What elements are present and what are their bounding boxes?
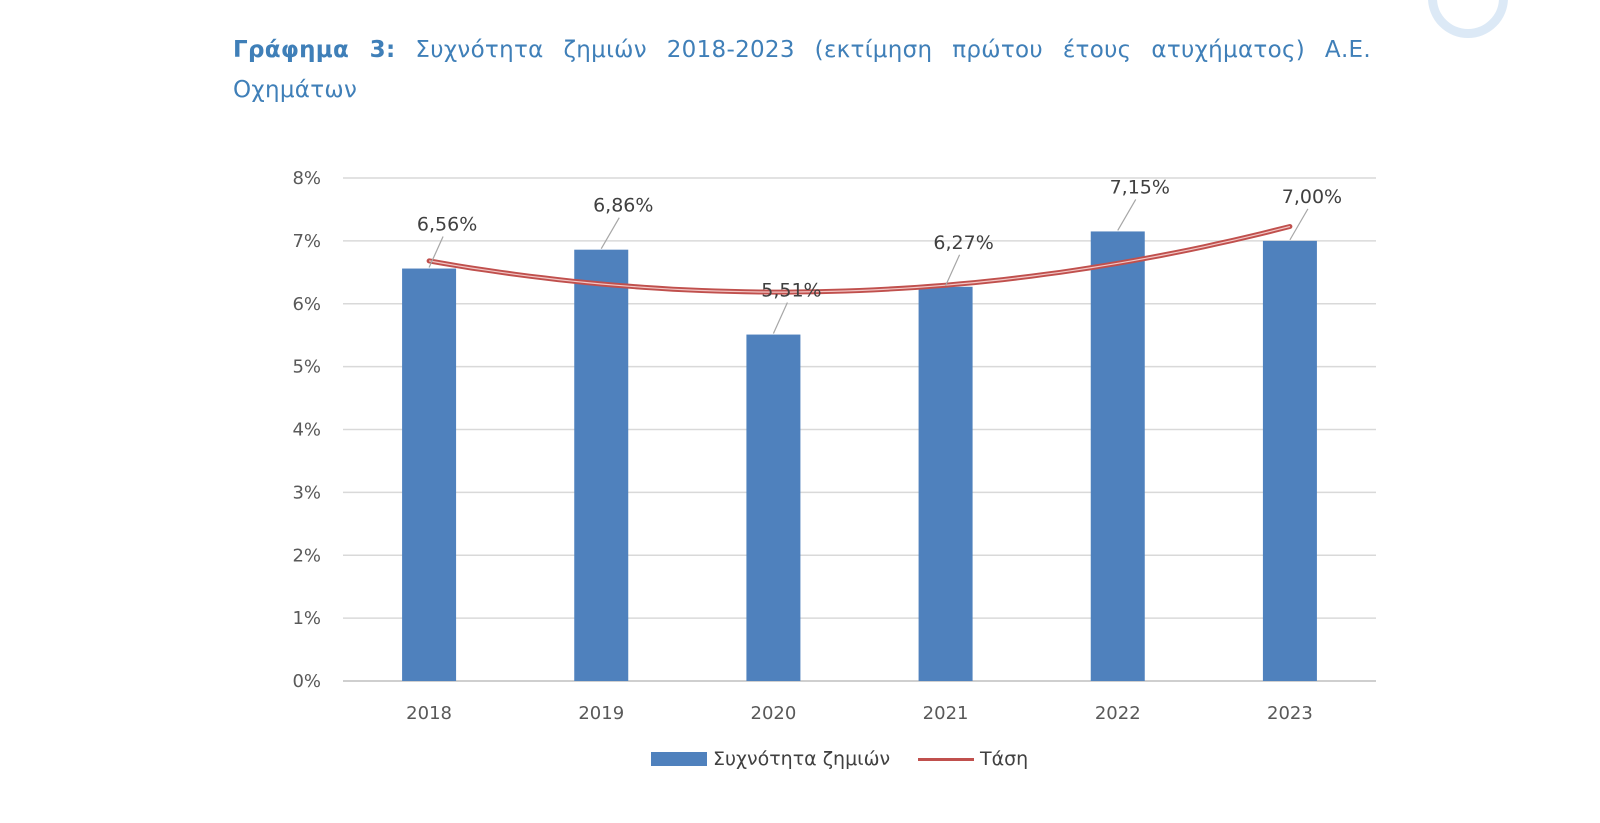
data-label: 7,00% bbox=[1282, 186, 1342, 208]
x-tick-label: 2022 bbox=[1095, 703, 1141, 724]
y-tick-label: 4% bbox=[292, 420, 321, 441]
data-label-leader bbox=[1289, 208, 1309, 241]
legend-trend-label: Τάση bbox=[980, 748, 1029, 770]
x-axis: 2018 2019 2020 2021 2022 2023 bbox=[406, 703, 1313, 724]
bar-2018 bbox=[402, 268, 457, 681]
y-tick-label: 1% bbox=[292, 608, 321, 629]
trend-line-highlight bbox=[428, 225, 1291, 293]
chart-title-text: Συχνότητα ζημιών 2018-2023 (εκτίμηση πρώ… bbox=[233, 37, 1371, 103]
data-label-leader bbox=[1117, 199, 1137, 231]
data-label: 6,56% bbox=[417, 214, 477, 236]
legend-bar-swatch bbox=[651, 752, 707, 766]
x-tick-label: 2023 bbox=[1267, 703, 1313, 724]
bar-2022 bbox=[1090, 231, 1145, 681]
gridlines bbox=[343, 177, 1376, 682]
data-label: 6,27% bbox=[933, 232, 993, 254]
bar-2021 bbox=[918, 286, 973, 681]
legend-item-trend: Τάση bbox=[918, 748, 1028, 770]
x-tick-label: 2020 bbox=[751, 703, 797, 724]
data-label-leader bbox=[772, 302, 788, 334]
x-tick-label: 2021 bbox=[923, 703, 969, 724]
legend-bar-label: Συχνότητα ζημιών bbox=[713, 748, 891, 770]
y-tick-label: 8% bbox=[292, 168, 321, 189]
data-label-leader bbox=[600, 217, 620, 249]
y-tick-label: 0% bbox=[292, 671, 321, 692]
x-tick-label: 2018 bbox=[406, 703, 452, 724]
data-label: 5,51% bbox=[761, 280, 821, 302]
data-labels: 6,56% 6,86% 5,51% 6,27% 7,15% 7,00% bbox=[417, 176, 1342, 334]
chart-title: Γράφημα 3: Συχνότητα ζημιών 2018-2023 (ε… bbox=[233, 30, 1371, 110]
y-tick-label: 2% bbox=[292, 545, 321, 566]
bar-2023 bbox=[1262, 240, 1317, 681]
trend-line-outer bbox=[426, 224, 1293, 295]
x-tick-label: 2019 bbox=[578, 703, 624, 724]
y-tick-label: 7% bbox=[292, 231, 321, 252]
legend-item-bars: Συχνότητα ζημιών bbox=[651, 748, 890, 770]
y-tick-label: 6% bbox=[292, 294, 321, 315]
data-label: 6,86% bbox=[593, 195, 653, 217]
y-axis: 0% 1% 2% 3% 4% 5% 6% 7% 8% bbox=[292, 168, 321, 692]
trend-line-group bbox=[426, 224, 1293, 295]
legend: Συχνότητα ζημιών Τάση bbox=[0, 748, 1600, 778]
data-label-leader bbox=[945, 254, 961, 287]
y-tick-label: 3% bbox=[292, 482, 321, 503]
y-tick-label: 5% bbox=[292, 357, 321, 378]
chart-title-label: Γράφημα 3: bbox=[233, 37, 396, 63]
bar-2019 bbox=[574, 249, 629, 682]
bars bbox=[402, 231, 1317, 682]
bar-2020 bbox=[746, 334, 801, 681]
data-label: 7,15% bbox=[1110, 176, 1170, 198]
legend-trend-swatch bbox=[918, 757, 974, 761]
data-label-leader bbox=[428, 236, 444, 268]
